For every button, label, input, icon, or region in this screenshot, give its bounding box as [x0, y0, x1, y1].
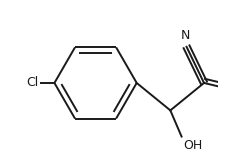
Text: N: N [181, 29, 190, 42]
Text: OH: OH [184, 139, 203, 152]
Text: Cl: Cl [27, 76, 39, 89]
